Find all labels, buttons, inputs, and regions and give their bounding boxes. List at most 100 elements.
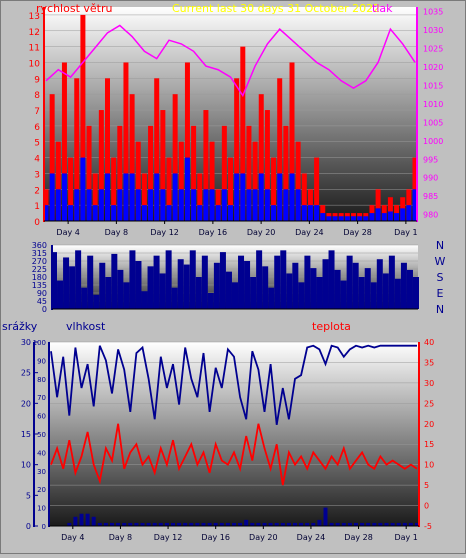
rain-bar [293,522,297,526]
wind-direction-bar [280,250,287,309]
wind-gust-bar [387,211,393,221]
rain-tick-label: 0 [26,522,31,531]
rain-bar [97,522,102,526]
pressure-tick-label: 1035 [423,8,443,17]
rain-bar [140,522,145,526]
direction-tick-label: 180 [32,273,47,282]
wind-speed-bar [61,62,67,222]
temperature-tick-label: -5 [424,522,432,531]
rain-bar [146,522,151,526]
humidity-axis-ticks: 0 10 20 30 40 50 60 70 80 90 100 [33,339,46,531]
wind-gust-bar [184,157,190,221]
humidity-day-label: Day 16 [201,533,230,542]
wind-direction-series [51,250,419,309]
wind-gust-bar [252,189,258,221]
wind-gust-bar [357,216,363,221]
wind-gust-bar [154,173,160,221]
wind-day-label: Day 1 [394,228,417,237]
wind-speed-bar [135,141,141,221]
wind-direction-bar [51,252,57,309]
wind-direction-bar [400,262,407,309]
wind-gust-bar [351,216,356,221]
wind-tick-label: 13 [29,12,40,22]
humidity-series [50,344,417,425]
rain-bar [183,522,188,526]
direction-tick-label: 270 [32,257,47,266]
wind-direction-bar [87,255,94,309]
wind-gust-bar [228,205,233,221]
rain-tick-label: 20 [21,399,31,408]
rain-bar [262,522,267,526]
wind-speed-bar [68,157,74,221]
wind-gust-bar [178,189,184,221]
wind-speed-bar [295,141,301,221]
wind-speed-bar [105,78,110,221]
rain-axis-label: srážky [2,320,38,333]
wind-tick-label: 7 [34,107,40,117]
temperature-tick-label: 25 [424,399,434,408]
wind-direction-bar [376,259,383,309]
pressure-tick-label: 1000 [423,137,443,146]
wind-direction-bar [213,262,220,309]
wind-speed-bar [92,173,98,221]
wind-gust-bar [258,173,264,221]
wind-gust-bar [406,205,412,221]
temperature-tick-label: 30 [424,379,434,388]
direction-tick-label: 315 [32,249,47,258]
wind-direction-bar [394,278,401,309]
wind-gust-bar [234,173,240,221]
wind-tick-label: 3 [34,170,40,180]
wind-direction-bar [256,250,263,309]
wind-direction-bar [358,277,365,309]
temperature-tick-label: 5 [424,481,429,490]
rain-series [67,507,419,526]
wind-speed-bar [86,125,92,221]
wind-speed-bar [197,173,203,221]
wind-gust-bar [123,173,129,221]
rain-bar [329,522,334,526]
wind-tick-label: 1 [34,202,40,212]
wind-direction-bar [189,250,196,309]
humidity-day-label: Day 8 [109,533,132,542]
compass-label: E [437,287,444,300]
wind-direction-bar [159,273,166,309]
wind-gust-bar [369,213,375,221]
wind-direction-bar [99,262,106,309]
rain-bar [360,522,365,526]
temperature-series [50,423,418,486]
humidity-tick-label: 80 [37,376,46,384]
wind-speed-bar [271,157,277,221]
wind-speed-bar [277,78,283,221]
wind-gust-bar [135,189,141,221]
pressure-tick-label: 1025 [423,45,443,54]
wind-panel-x-ticks: Day 4 Day 8 Day 12 Day 16 Day 20 Day 24 Day 28… [56,221,418,237]
wind-gust-bar [105,173,110,221]
wind-day-label: Day 24 [295,228,324,237]
wind-gust-bar [283,189,289,221]
wind-speed-bar [320,205,326,221]
rain-bar [341,522,346,526]
wind-speed-bar [264,110,270,221]
rain-bar [195,522,200,526]
rain-bar [171,522,175,526]
wind-gust-bar [203,189,209,221]
wind-tick-label: 6 [34,123,40,133]
wind-direction-bar [171,287,178,309]
wind-direction-bar [346,255,353,309]
wind-gust-bar [141,205,147,221]
wind-gust-bar [55,189,61,221]
rain-bar [372,522,377,526]
wind-direction-bar [328,250,335,309]
wind-speed-bar [123,62,129,222]
compass-label: N [436,239,444,252]
wind-speed-bar [178,141,184,221]
chart-title: Current last 30 days 31 October 2022 [172,2,380,15]
wind-speed-bar [80,14,86,221]
wind-direction-bar [63,257,70,309]
rain-bar [232,522,236,526]
wind-direction-bar [298,282,305,309]
wind-direction-bar [406,269,413,309]
wind-speed-bar [246,125,252,221]
rain-tick-label: 10 [21,461,31,470]
wind-direction-bar [292,262,299,309]
